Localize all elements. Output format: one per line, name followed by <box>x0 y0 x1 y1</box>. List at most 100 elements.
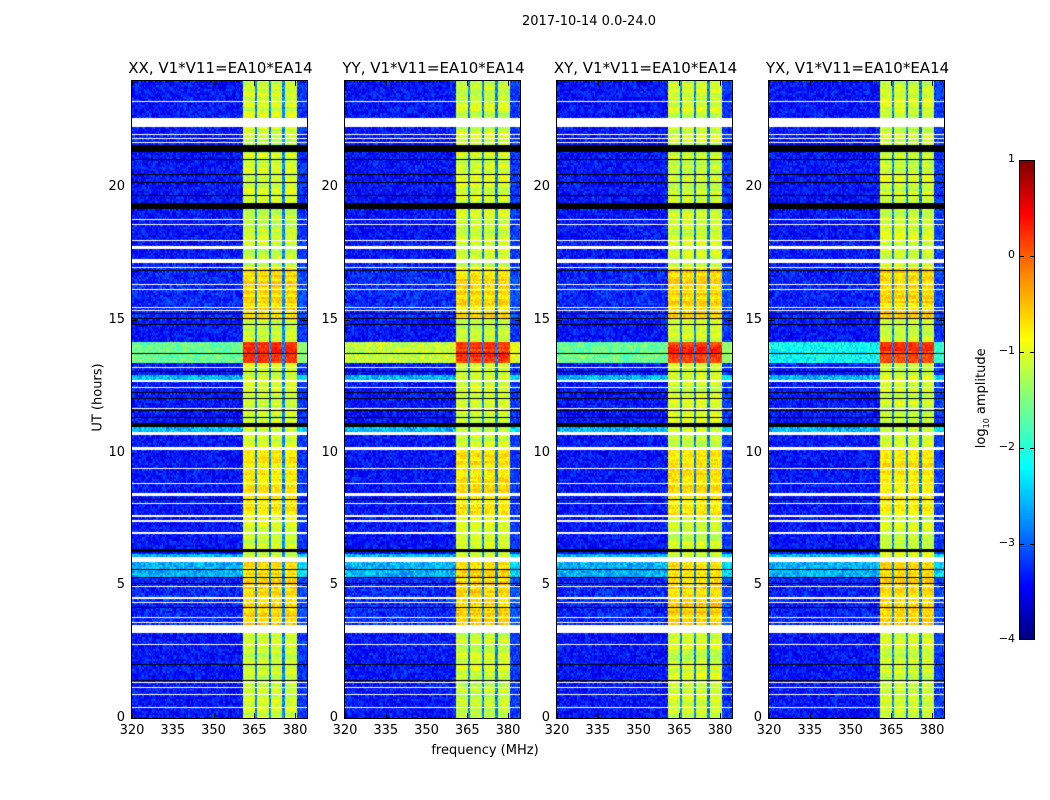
x-tick-label: 320 <box>119 723 145 738</box>
x-tick <box>809 81 811 86</box>
x-tick-label: 335 <box>160 723 186 738</box>
x-tick <box>385 81 387 86</box>
y-tick-label: 10 <box>533 444 550 460</box>
x-tick-label: 380 <box>282 723 308 738</box>
panel-xy: XY, V1*V11=EA10*EA14 320 335 350 365 380 0 5 10… <box>533 59 737 738</box>
y-tick <box>557 718 562 719</box>
y-tick-label: 10 <box>321 444 338 460</box>
y-tick <box>345 718 350 719</box>
x-tick-label: 335 <box>585 723 611 738</box>
y-tick <box>557 452 562 454</box>
y-tick-label: 15 <box>533 311 550 327</box>
y-tick <box>345 319 350 321</box>
panel-title: XY, V1*V11=EA10*EA14 <box>553 59 738 77</box>
x-tick <box>891 713 893 718</box>
y-tick-label: 20 <box>533 179 550 195</box>
y-tick <box>769 319 774 321</box>
y-tick <box>345 187 350 189</box>
y-tick <box>939 319 944 321</box>
x-tick <box>769 81 770 86</box>
x-tick-label: 320 <box>756 723 782 738</box>
y-tick-label: 0 <box>116 710 125 725</box>
y-tick <box>727 187 732 189</box>
colorbar-tick-label: −4 <box>998 632 1015 645</box>
y-tick <box>939 718 944 719</box>
x-tick-label: 335 <box>797 723 823 738</box>
colorbar-tick <box>1030 544 1035 545</box>
y-tick-label: 10 <box>108 444 125 460</box>
panel-title: YY, V1*V11=EA10*EA14 <box>342 59 525 77</box>
y-tick-label: 5 <box>541 577 550 593</box>
x-tick-label: 380 <box>707 723 733 738</box>
x-tick-label: 320 <box>332 723 358 738</box>
x-tick <box>508 713 510 718</box>
x-tick <box>720 81 722 86</box>
colorbar-tick-label: 0 <box>1008 248 1015 261</box>
x-tick <box>720 713 722 718</box>
y-tick <box>727 585 732 587</box>
x-tick <box>679 713 681 718</box>
x-tick-label: 320 <box>544 723 570 738</box>
y-tick <box>132 585 137 587</box>
panel-title: YX, V1*V11=EA10*EA14 <box>765 59 950 77</box>
panel-title: XX, V1*V11=EA10*EA14 <box>128 59 313 77</box>
y-tick <box>557 187 562 189</box>
colorbar-tick-label: −3 <box>998 536 1015 549</box>
y-tick <box>132 319 137 321</box>
y-tick <box>515 319 520 321</box>
colorbar-label: log10 amplitude <box>974 348 991 449</box>
x-tick <box>385 713 387 718</box>
y-tick-label: 15 <box>321 311 338 327</box>
x-tick-label: 335 <box>373 723 399 738</box>
y-tick-label: 0 <box>753 710 762 725</box>
x-tick <box>638 713 640 718</box>
x-tick-label: 380 <box>495 723 521 738</box>
y-tick-label: 15 <box>108 311 125 327</box>
y-tick <box>302 319 307 321</box>
y-tick <box>769 187 774 189</box>
y-tick-label: 15 <box>745 311 762 327</box>
y-tick <box>769 452 774 454</box>
x-tick <box>345 81 346 86</box>
x-tick <box>850 713 852 718</box>
y-tick <box>727 718 732 719</box>
y-tick <box>939 452 944 454</box>
colorbar-tick <box>1019 256 1024 257</box>
x-tick <box>172 81 174 86</box>
x-tick <box>638 81 640 86</box>
x-tick-label: 350 <box>838 723 863 738</box>
y-tick <box>132 718 137 719</box>
colorbar <box>1019 160 1035 640</box>
y-tick <box>302 718 307 719</box>
x-tick <box>932 81 934 86</box>
y-tick <box>515 452 520 454</box>
x-tick <box>295 713 297 718</box>
y-tick-label: 0 <box>329 710 338 725</box>
y-tick <box>302 187 307 189</box>
x-tick <box>769 713 770 718</box>
x-tick <box>426 81 428 86</box>
x-tick <box>254 713 256 718</box>
y-tick <box>302 585 307 587</box>
colorbar-tick <box>1019 544 1024 545</box>
x-tick <box>809 713 811 718</box>
y-tick <box>132 452 137 454</box>
x-tick <box>891 81 893 86</box>
x-tick <box>679 81 681 86</box>
colorbar-tick-label: 1 <box>1008 152 1015 165</box>
colorbar-tick <box>1030 352 1035 353</box>
y-tick-label: 0 <box>541 710 550 725</box>
x-tick <box>132 713 133 718</box>
x-tick-label: 365 <box>241 723 267 738</box>
y-tick-label: 10 <box>745 444 762 460</box>
colorbar-tick <box>1019 352 1024 353</box>
y-tick <box>515 585 520 587</box>
figure-title: 2017-10-14 0.0-24.0 <box>522 14 656 29</box>
y-tick <box>939 187 944 189</box>
y-tick <box>769 718 774 719</box>
waterfall-heatmap <box>132 81 307 718</box>
y-tick-label: 20 <box>108 179 125 195</box>
y-tick-label: 5 <box>116 577 125 593</box>
x-tick <box>213 713 215 718</box>
x-tick <box>557 713 558 718</box>
